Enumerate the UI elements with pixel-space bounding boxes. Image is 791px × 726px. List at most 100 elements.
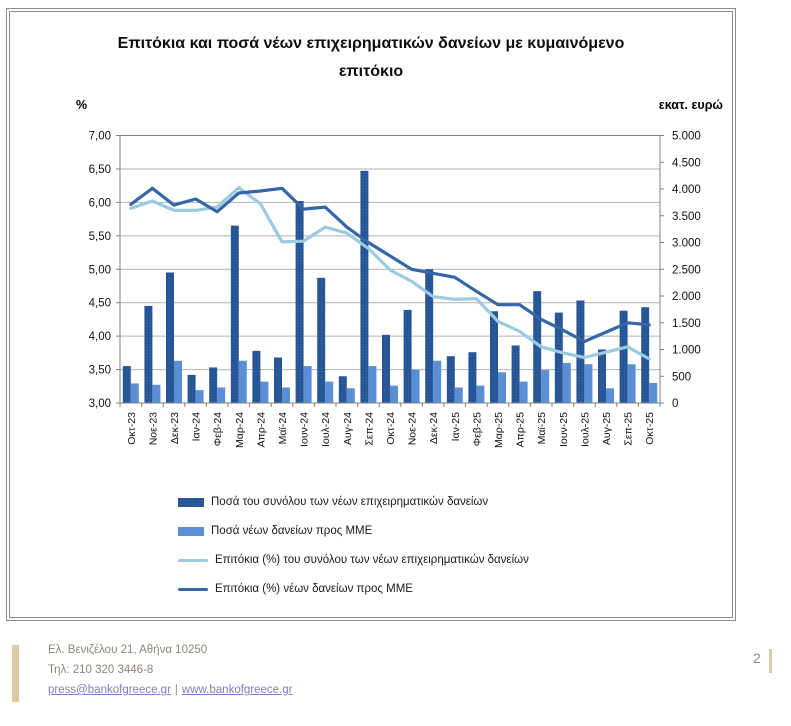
bar-total-amount [554,312,563,403]
bar-total-amount [166,272,174,403]
x-axis-label: Απρ-24 [255,412,267,448]
bar-sme-amount [562,362,571,403]
x-axis-label: Μαϊ-24 [277,412,289,444]
x-axis-label: Αυγ-25 [601,412,613,445]
x-axis-label: Οκτ-23 [126,412,138,445]
bar-sme-amount [303,366,312,403]
bar-sme-amount [346,388,355,403]
left-axis-tick-label: 3,50 [89,365,111,377]
footer-phone: Τηλ: 210 320 3446-8 [48,664,154,676]
bar-total-amount [317,277,326,403]
x-axis-label: Σεπ-25 [623,412,635,446]
left-axis-tick-label: 5,50 [89,231,111,243]
bar-sme-amount [152,384,161,403]
right-axis-tick-label: 4.500 [672,157,701,169]
bar-sme-amount [433,360,442,403]
x-axis-label: Ιαν-25 [450,412,462,442]
bar-sme-amount [260,381,269,403]
legend-item-3: Επιτόκια (%) του συνόλου των νέων επιχει… [178,554,529,566]
legend-line-swatch [178,558,208,562]
bar-total-amount [360,170,369,403]
page-number: 2 [753,650,761,666]
right-axis-tick-label: 500 [672,371,691,383]
legend-item-2: Ποσά νέων δανείων προς ΜΜΕ [178,525,529,537]
bar-sme-amount [541,370,550,403]
left-axis-tick-label: 6,50 [89,164,111,176]
x-axis-label: Ιουλ-25 [579,412,591,447]
bar-sme-amount [498,372,506,403]
bar-total-amount [468,352,477,403]
bar-total-amount [403,309,412,403]
bar-sme-amount [368,366,377,403]
right-axis-tick-label: 3.500 [672,211,701,223]
bar-sme-amount [130,383,139,403]
bar-sme-amount [584,364,593,403]
legend-item-1: Ποσά του συνόλου των νέων επιχειρηματικώ… [178,496,529,508]
legend-label: Επιτόκια (%) νέων δανείων προς ΜΜΕ [215,583,413,595]
bar-total-amount [295,201,304,403]
footer-links: press@bankofgreece.gr | www.bankofgreece.g… [48,684,293,696]
bar-total-amount [490,311,498,403]
left-axis-tick-label: 4,50 [89,298,111,310]
bar-total-amount [230,225,239,403]
x-axis-label: Φεβ-24 [212,412,224,446]
x-axis-label: Ιουν-24 [299,412,311,447]
left-axis-tick-label: 6,00 [89,197,111,209]
bar-total-amount [252,350,261,403]
x-axis-label: Ιουλ-24 [320,412,332,447]
x-axis-label: Φεβ-25 [471,412,483,446]
rate-line-total [129,186,651,361]
bar-sme-amount [476,385,485,403]
bar-sme-amount [519,381,528,403]
bar-total-amount [576,300,585,403]
legend-label: Ποσά νέων δανείων προς ΜΜΕ [211,525,373,537]
footer-website-link[interactable]: www.bankofgreece.gr [181,684,293,696]
bar-sme-amount [174,360,182,403]
legend-bar-swatch [178,497,204,507]
right-axis-tick-label: 5.000 [672,131,701,143]
chart-card: Επιτόκια και ποσά νέων επιχειρηματικών δ… [6,8,736,621]
right-axis-tick-label: 1.500 [672,318,701,330]
bar-total-amount [598,349,606,403]
bar-total-amount [144,305,153,403]
x-axis-label: Οκτ-24 [385,412,397,445]
bar-total-amount [122,366,131,403]
footer-accent-bar [12,645,19,702]
left-axis-tick-label: 7,00 [89,131,111,143]
right-axis-tick-label: 1.000 [672,345,701,357]
right-axis-tick-label: 2.500 [672,264,701,276]
chart-title: Επιτόκια και ποσά νέων επιχειρηματικών δ… [117,35,625,80]
x-axis-label: Αυγ-24 [342,412,354,445]
right-axis-tick-label: 2.000 [672,291,701,303]
x-axis-label: Ιαν-24 [191,412,203,442]
right-axis-tick-label: 0 [672,398,678,410]
left-axis-tick-label: 4,00 [89,331,111,343]
legend-label: Ποσά του συνόλου των νέων επιχειρηματικώ… [211,496,489,508]
bar-sme-amount [325,381,334,403]
bar-total-amount [511,345,520,403]
right-axis-header: εκατ. ευρώ [659,98,724,112]
left-axis-header: % [76,98,87,112]
legend-line-swatch [178,587,208,591]
legend-label: Επιτόκια (%) του συνόλου των νέων επιχει… [215,554,529,566]
bar-total-amount [619,310,628,403]
legend-item-4: Επιτόκια (%) νέων δανείων προς ΜΜΕ [178,583,529,595]
page-number-accent-bar [769,649,772,673]
bar-total-amount [382,334,390,403]
footer-email-link[interactable]: press@bankofgreece.gr [48,684,171,696]
bar-total-amount [446,356,455,403]
bar-sme-amount [606,388,614,403]
bar-total-amount [274,357,282,403]
chart-legend: Ποσά του συνόλου των νέων επιχειρηματικώ… [178,496,529,595]
x-axis-label: Νοε-24 [407,412,419,445]
x-axis-label: Νοε-23 [147,412,159,445]
x-axis-label: Μαρ-25 [493,412,505,448]
bar-sme-amount [390,385,398,403]
x-axis-label: Σεπ-24 [363,412,375,446]
x-axis-label: Μαρ-24 [234,412,246,448]
right-axis-tick-label: 4.000 [672,184,701,196]
footer-address: Ελ. Βενιζέλου 21, Αθήνα 10250 [48,644,208,656]
bar-sme-amount [217,387,226,403]
left-axis-tick-label: 5,00 [89,264,111,276]
